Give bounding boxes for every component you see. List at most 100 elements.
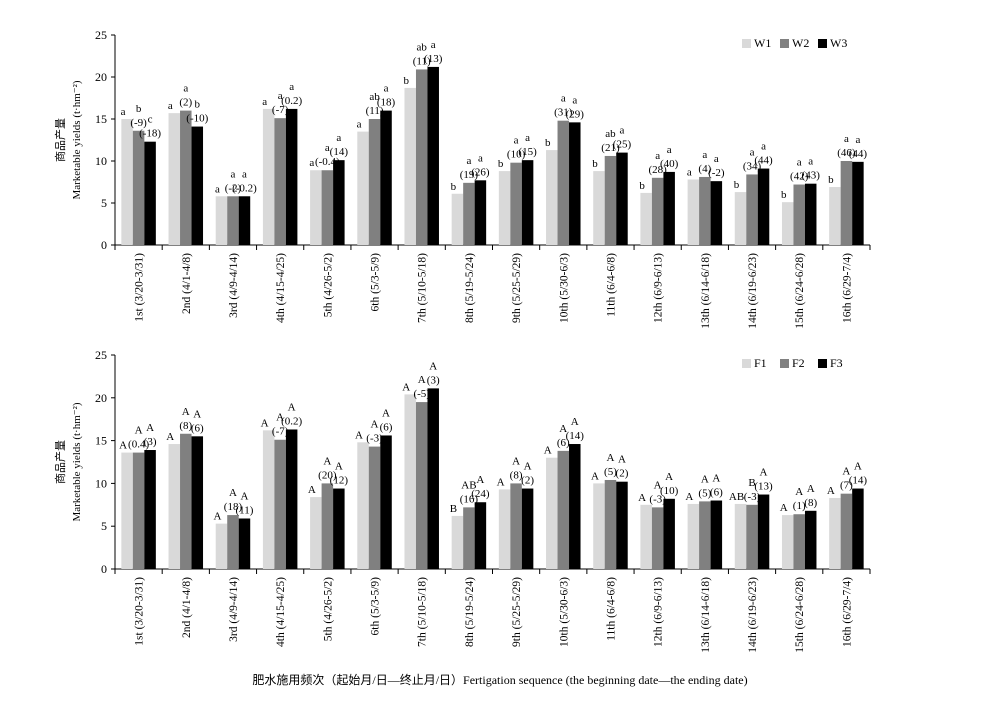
change-label: (11) [413, 55, 431, 67]
significance-letter: A [559, 423, 567, 435]
change-label: (34) [743, 160, 762, 172]
legend-label: F3 [830, 356, 843, 370]
change-label: (-7) [272, 104, 289, 116]
significance-letter: A [497, 476, 505, 488]
bar-f1 [734, 503, 747, 569]
x-category-label: 5th (4/26-5/2) [322, 253, 334, 317]
significance-letter: b [451, 181, 457, 193]
change-label: (24) [471, 488, 490, 500]
x-category-label: 10th (5/30-6/3) [558, 253, 570, 323]
significance-letter: A [638, 492, 646, 504]
significance-letter: B [450, 503, 457, 515]
change-label: (46) [837, 147, 856, 159]
significance-letter: A [323, 455, 331, 467]
significance-letter: A [712, 473, 720, 485]
significance-letter: A [665, 471, 673, 483]
change-label: (11) [366, 105, 384, 117]
x-category-label: 3rd (4/9-4/14) [228, 577, 240, 642]
change-label: (-9) [130, 117, 147, 129]
significance-letter: a [761, 141, 766, 153]
significance-letter: A [606, 452, 614, 464]
legend-swatch [780, 359, 789, 368]
bar-f3 [616, 481, 628, 569]
significance-letter: b [136, 103, 142, 115]
bar-f1 [262, 430, 275, 569]
significance-letter: a [855, 134, 860, 146]
bar-w3 [427, 66, 439, 245]
x-category-label: 2nd (4/1-4/8) [181, 253, 193, 314]
bar-f2 [180, 433, 192, 569]
bar-w2 [604, 155, 617, 245]
significance-letter: A [544, 445, 552, 457]
bar-f3 [333, 488, 345, 569]
significance-letter: A [418, 374, 426, 386]
x-category-label: 10th (5/30-6/3) [558, 577, 570, 647]
bar-w1 [829, 187, 841, 245]
bar-w1 [404, 87, 416, 245]
significance-letter: A [288, 401, 296, 413]
significance-letter: a [844, 133, 849, 145]
bar-w2 [227, 196, 239, 245]
y-tick-label: 5 [101, 196, 107, 210]
change-label: (20) [318, 469, 337, 481]
legend-swatch [780, 39, 789, 48]
bar-w2 [510, 162, 522, 245]
significance-letter: a [231, 168, 236, 180]
significance-letter: a [242, 168, 247, 180]
bar-f1 [404, 394, 416, 569]
bar-w1 [310, 170, 322, 245]
bar-f2 [651, 507, 664, 569]
bar-f3 [521, 488, 534, 569]
legend-label: F1 [754, 356, 767, 370]
change-label: (6) [380, 421, 393, 433]
significance-letter: A [591, 470, 599, 482]
x-category-label: 9th (5/25-5/29) [511, 253, 523, 323]
bar-w3 [285, 108, 298, 245]
x-category-label: 14th (6/19-6/23) [747, 253, 759, 329]
bar-f2 [321, 483, 334, 569]
significance-letter: A [780, 502, 788, 514]
significance-letter: A [371, 419, 379, 431]
significance-letter: A [382, 407, 390, 419]
bar-f2 [510, 483, 522, 569]
change-label: (8) [179, 420, 192, 432]
significance-letter: a [808, 156, 813, 168]
significance-letter: ab [369, 91, 380, 103]
bar-w2 [180, 110, 192, 245]
change-label: (15) [518, 146, 537, 158]
x-category-label: 15th (6/24-6/28) [794, 253, 806, 329]
change-label: (-0.2) [232, 182, 257, 194]
change-label: (11) [236, 504, 254, 516]
x-category-label: 8th (5/19-5/24) [464, 577, 476, 647]
x-category-label: 12th (6/9-6/13) [653, 253, 665, 323]
bar-w3 [804, 183, 817, 245]
bar-f2 [699, 501, 711, 569]
change-label: (8) [804, 497, 817, 509]
y-tick-label: 25 [95, 28, 107, 42]
significance-letter: a [561, 93, 566, 105]
x-category-label: 1st (3/20-3/31) [134, 577, 146, 646]
significance-letter: A [146, 422, 154, 434]
bar-w3 [380, 110, 392, 245]
bottom-panel-f-chart: 0 5 10 15 20 25 商品产量 Marketable yields (t·hm⁻²)… [53, 348, 871, 653]
change-label: (0.2) [281, 95, 302, 107]
bar-w2 [651, 177, 664, 245]
x-category-label: 11th (6/4-6/8) [605, 577, 617, 641]
x-category-label: 8th (5/19-5/24) [464, 253, 476, 323]
significance-letter: a [667, 144, 672, 156]
change-label: (31) [554, 107, 573, 119]
x-category-label: 7th (5/10-5/18) [417, 253, 429, 323]
x-category-label: 16th (6/29-7/4) [841, 577, 853, 647]
bar-f3 [852, 488, 864, 569]
bar-f3 [757, 494, 770, 569]
significance-letter: A [166, 431, 174, 443]
change-label: (19) [460, 169, 479, 181]
bar-w3 [852, 161, 864, 245]
change-label: (1) [793, 500, 806, 512]
change-label: (-18) [139, 128, 161, 140]
bar-f3 [191, 436, 204, 569]
x-category-label: 3rd (4/9-4/14) [228, 253, 240, 318]
significance-letter: a [572, 94, 577, 106]
bar-f2 [227, 515, 239, 569]
